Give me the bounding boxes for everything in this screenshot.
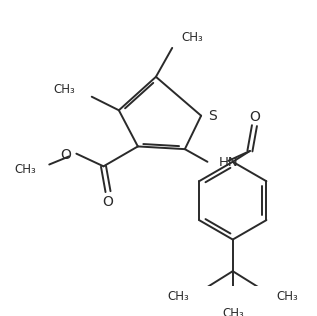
Text: O: O (249, 110, 260, 124)
Text: CH₃: CH₃ (181, 31, 203, 44)
Text: S: S (209, 109, 217, 123)
Text: CH₃: CH₃ (15, 162, 36, 175)
Text: O: O (60, 149, 71, 162)
Text: O: O (103, 196, 113, 210)
Text: CH₃: CH₃ (168, 290, 189, 303)
Text: CH₃: CH₃ (222, 307, 244, 316)
Text: HN: HN (219, 156, 239, 169)
Text: CH₃: CH₃ (276, 290, 298, 303)
Text: CH₃: CH₃ (54, 83, 75, 96)
